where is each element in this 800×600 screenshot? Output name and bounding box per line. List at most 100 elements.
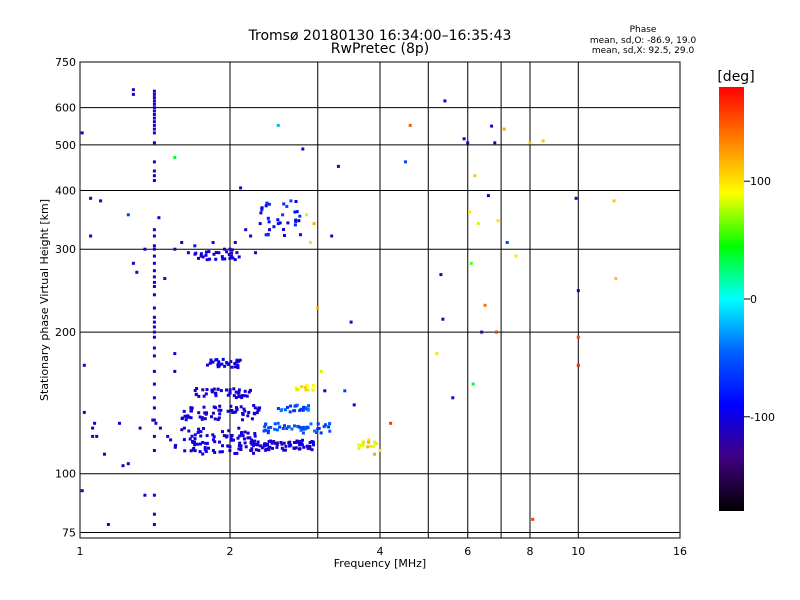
data-point — [328, 422, 332, 426]
data-point — [80, 489, 84, 493]
data-point — [541, 139, 545, 143]
data-point — [221, 430, 224, 434]
data-point — [311, 440, 315, 444]
data-point — [235, 360, 239, 364]
data-point — [91, 426, 95, 430]
data-point — [316, 427, 320, 431]
data-point — [306, 388, 310, 392]
data-point — [284, 444, 288, 448]
data-point — [292, 446, 296, 450]
data-point — [264, 447, 268, 451]
data-point — [201, 441, 205, 444]
data-point — [193, 449, 197, 453]
data-point — [203, 411, 207, 415]
data-point — [271, 446, 274, 450]
data-point — [308, 447, 312, 451]
data-point — [327, 425, 331, 429]
data-point — [210, 390, 214, 394]
data-point — [185, 415, 189, 419]
data-point — [281, 427, 285, 430]
data-point — [237, 447, 241, 451]
data-point — [286, 221, 290, 225]
data-point — [151, 418, 155, 422]
data-point — [143, 493, 147, 497]
chart-subtitle: RwPretec (8p) — [331, 41, 429, 57]
data-point — [323, 389, 327, 393]
data-point — [574, 196, 578, 200]
data-point — [216, 387, 220, 391]
data-point — [231, 256, 235, 260]
data-point — [201, 452, 205, 456]
data-point — [236, 436, 240, 440]
data-point — [254, 251, 257, 255]
data-point — [357, 446, 361, 450]
data-point — [268, 445, 272, 449]
y-tick-label: 400 — [55, 184, 76, 197]
data-point — [152, 247, 156, 251]
data-point — [152, 234, 156, 238]
data-point — [275, 445, 279, 449]
data-point — [233, 362, 237, 365]
data-point — [266, 431, 270, 435]
data-point — [235, 408, 239, 412]
data-point — [282, 441, 286, 445]
data-point — [152, 120, 156, 124]
data-point — [218, 450, 222, 454]
data-point — [211, 433, 215, 437]
data-point — [173, 352, 177, 356]
data-point — [182, 409, 186, 413]
data-point — [302, 405, 306, 409]
data-point — [203, 417, 207, 421]
points-layer — [80, 88, 618, 526]
data-point — [374, 441, 378, 445]
data-point — [198, 415, 202, 419]
data-point — [245, 394, 249, 398]
data-point — [273, 427, 277, 431]
data-point — [309, 422, 313, 426]
data-point — [138, 426, 142, 430]
data-point — [173, 369, 177, 373]
data-point — [243, 389, 247, 393]
data-point — [152, 335, 156, 339]
data-point — [244, 445, 248, 449]
data-point — [260, 206, 264, 210]
x-tick-label: 2 — [227, 545, 234, 558]
data-point — [316, 306, 320, 310]
data-point — [225, 361, 229, 365]
data-point — [126, 213, 130, 217]
data-point — [283, 424, 286, 428]
data-point — [208, 361, 212, 365]
colorbar — [719, 87, 744, 511]
data-point — [152, 109, 156, 113]
x-tick-label: 8 — [527, 545, 534, 558]
data-point — [273, 422, 277, 426]
x-tick-label: 1 — [77, 545, 84, 558]
data-point — [408, 123, 412, 127]
data-point — [230, 248, 234, 252]
data-point — [106, 523, 110, 526]
data-point — [359, 444, 363, 447]
data-point — [205, 258, 209, 262]
data-point — [253, 406, 257, 410]
data-point — [443, 99, 447, 103]
data-point — [131, 92, 135, 96]
data-point — [221, 257, 225, 261]
data-point — [343, 389, 347, 393]
data-point — [367, 440, 370, 444]
data-point — [279, 409, 283, 413]
data-point — [207, 446, 210, 450]
data-point — [289, 199, 293, 203]
data-point — [289, 404, 293, 408]
data-point — [247, 411, 251, 414]
data-point — [197, 411, 201, 415]
x-axis-ticks: 1 2 4 6 8 10 16 — [77, 545, 688, 558]
data-point — [248, 436, 252, 440]
data-point — [285, 204, 289, 208]
data-point — [254, 448, 258, 452]
data-point — [193, 244, 197, 248]
data-point — [203, 448, 207, 451]
data-point — [152, 396, 156, 400]
data-point — [286, 405, 289, 409]
data-point — [292, 409, 296, 413]
data-point — [295, 439, 299, 443]
